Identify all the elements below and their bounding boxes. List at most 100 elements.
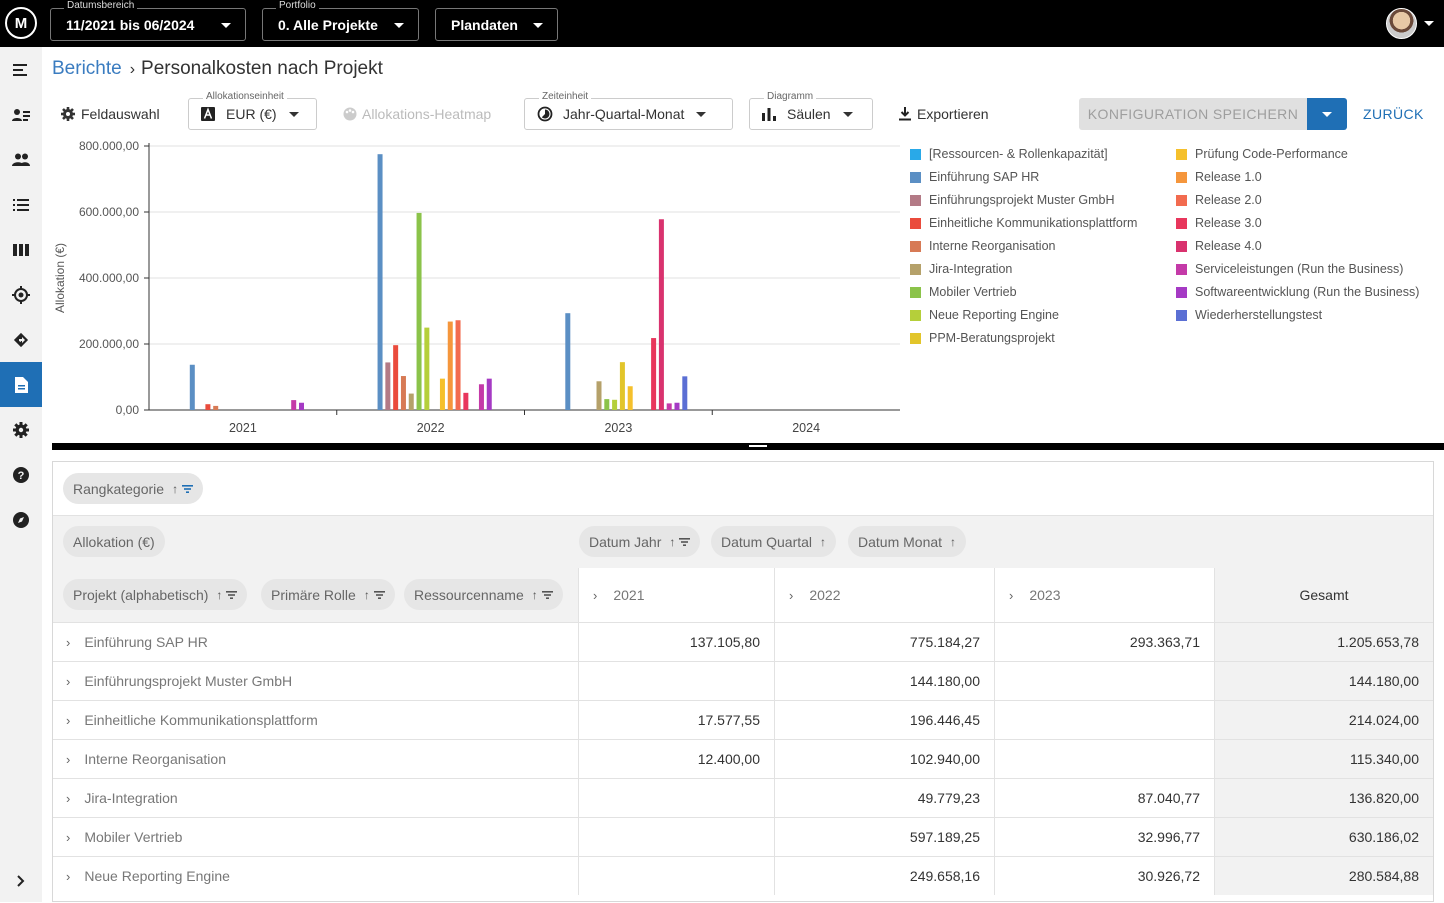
legend-item[interactable]: Jira-Integration xyxy=(910,261,1012,277)
expand-chevron-icon[interactable]: › xyxy=(1009,587,1014,603)
allocation-unit-select[interactable]: Allokationseinheit EUR (€) xyxy=(188,91,317,130)
sort-ascending-icon[interactable]: ↑ xyxy=(669,534,676,549)
filter-icon[interactable] xyxy=(226,590,238,599)
row-header[interactable]: › Interne Reorganisation xyxy=(53,740,578,778)
column-header-2023[interactable]: › 2023 xyxy=(994,568,1214,622)
save-config-dropdown[interactable] xyxy=(1307,98,1347,130)
legend-item[interactable]: Release 1.0 xyxy=(1176,169,1262,185)
sidebar-item-reports[interactable] xyxy=(0,362,42,407)
legend-swatch xyxy=(1176,263,1187,275)
breadcrumb-separator-icon: › xyxy=(129,61,136,78)
drag-handle-icon[interactable] xyxy=(749,445,767,447)
table-row[interactable]: › Neue Reporting Engine 249.658,16 30.926,7… xyxy=(53,856,1433,895)
legend-item[interactable]: Release 4.0 xyxy=(1176,238,1262,254)
legend-item[interactable]: Mobiler Vertrieb xyxy=(910,284,1017,300)
heatmap-button[interactable]: Allokations-Heatmap xyxy=(343,98,491,130)
chip-projekt[interactable]: Projekt (alphabetisch) ↑ xyxy=(63,579,248,610)
expand-chevron-icon[interactable]: › xyxy=(789,587,794,603)
legend-item[interactable]: Prüfung Code-Performance xyxy=(1176,146,1348,162)
expand-chevron-icon[interactable]: › xyxy=(593,587,598,603)
time-unit-select[interactable]: Zeiteinheit Jahr-Quartal-Monat xyxy=(524,91,733,130)
sort-ascending-icon[interactable]: ↑ xyxy=(363,587,370,602)
sidebar-item-resources[interactable] xyxy=(0,92,42,137)
column-header-2022[interactable]: › 2022 xyxy=(774,568,994,622)
table-row[interactable]: › Jira-Integration 49.779,23 87.040,77 136.8… xyxy=(53,778,1433,817)
portfolio-select[interactable]: Portfolio 0. Alle Projekte xyxy=(262,0,419,41)
legend-item[interactable]: Einführung SAP HR xyxy=(910,169,1039,185)
app-logo[interactable]: M xyxy=(5,7,37,39)
export-label: Exportieren xyxy=(917,106,989,122)
table-row[interactable]: › Einführung SAP HR 137.105,80 775.184,27 29… xyxy=(53,622,1433,661)
table-row[interactable]: › Einheitliche Kommunikationsplattform 17.… xyxy=(53,700,1433,739)
save-config-button[interactable]: KONFIGURATION SPEICHERN xyxy=(1079,98,1307,130)
sidebar-item-targets[interactable] xyxy=(0,272,42,317)
split-divider[interactable] xyxy=(52,443,1444,450)
bar xyxy=(189,364,195,410)
expand-chevron-icon[interactable]: › xyxy=(66,634,71,650)
sidebar-item-settings[interactable] xyxy=(0,407,42,452)
legend-item[interactable]: Release 3.0 xyxy=(1176,215,1262,231)
chip-primaere-rolle[interactable]: Primäre Rolle ↑ xyxy=(261,579,395,610)
export-button[interactable]: Exportieren xyxy=(899,98,989,130)
expand-chevron-icon[interactable]: › xyxy=(66,829,71,845)
expand-chevron-icon[interactable]: › xyxy=(66,712,71,728)
sort-ascending-icon[interactable]: ↑ xyxy=(531,587,538,602)
data-mode-select[interactable]: Plandaten xyxy=(435,8,558,41)
expand-chevron-icon[interactable]: › xyxy=(66,868,71,884)
chip-datum-quartal[interactable]: Datum Quartal ↑ xyxy=(711,526,837,557)
table-row[interactable]: › Einführungsprojekt Muster GmbH 144.180,0… xyxy=(53,661,1433,700)
legend-item[interactable]: [Ressourcen- & Rollenkapazität] xyxy=(910,146,1108,162)
legend-item[interactable]: Einführungsprojekt Muster GmbH xyxy=(910,192,1115,208)
expand-chevron-icon[interactable]: › xyxy=(66,790,71,806)
legend-item[interactable]: Wiederherstellungstest xyxy=(1176,307,1322,323)
expand-chevron-icon[interactable]: › xyxy=(66,751,71,767)
sidebar-item-help[interactable]: ? xyxy=(0,452,42,497)
chip-ressourcenname[interactable]: Ressourcenname ↑ xyxy=(404,579,563,610)
row-header[interactable]: › Mobiler Vertrieb xyxy=(53,818,578,856)
chip-allokation[interactable]: Allokation (€) xyxy=(63,526,165,557)
chip-datum-jahr[interactable]: Datum Jahr ↑ xyxy=(579,526,701,557)
sidebar-item-board[interactable] xyxy=(0,227,42,272)
table-row[interactable]: › Interne Reorganisation 12.400,00 102.940,… xyxy=(53,739,1433,778)
user-menu-caret-icon[interactable] xyxy=(1424,21,1434,26)
sidebar-item-roadmap[interactable] xyxy=(0,317,42,362)
back-button[interactable]: ZURÜCK xyxy=(1363,106,1424,122)
row-header[interactable]: › Neue Reporting Engine xyxy=(53,857,578,895)
row-header[interactable]: › Einführungsprojekt Muster GmbH xyxy=(53,662,578,700)
legend-item[interactable]: Interne Reorganisation xyxy=(910,238,1055,254)
sort-ascending-icon[interactable]: ↑ xyxy=(820,534,827,549)
chip-datum-monat[interactable]: Datum Monat ↑ xyxy=(848,526,967,557)
user-avatar[interactable] xyxy=(1386,8,1417,39)
sidebar-expand[interactable] xyxy=(0,858,42,903)
column-header-2021[interactable]: › 2021 xyxy=(578,568,774,622)
expand-chevron-icon[interactable]: › xyxy=(66,673,71,689)
legend-item[interactable]: Serviceleistungen (Run the Business) xyxy=(1176,261,1403,277)
legend-item[interactable]: Einheitliche Kommunikationsplattform xyxy=(910,215,1137,231)
breadcrumb-link-reports[interactable]: Berichte xyxy=(52,58,122,79)
table-cell xyxy=(578,857,774,895)
sidebar-item-menu[interactable] xyxy=(0,47,42,92)
sort-ascending-icon[interactable]: ↑ xyxy=(216,587,223,602)
filter-icon[interactable] xyxy=(679,537,691,546)
legend-item[interactable]: Release 2.0 xyxy=(1176,192,1262,208)
caret-down-icon xyxy=(288,111,299,117)
chart-type-select[interactable]: Diagramm Säulen xyxy=(749,91,873,130)
filter-icon[interactable] xyxy=(541,590,553,599)
sidebar-item-list[interactable] xyxy=(0,182,42,227)
row-header[interactable]: › Einführung SAP HR xyxy=(53,623,578,661)
filter-icon[interactable] xyxy=(182,484,194,493)
row-header[interactable]: › Jira-Integration xyxy=(53,779,578,817)
table-row[interactable]: › Mobiler Vertrieb 597.189,25 32.996,77 630.… xyxy=(53,817,1433,856)
legend-item[interactable]: PPM-Beratungsprojekt xyxy=(910,330,1055,346)
date-range-select[interactable]: Datumsbereich 11/2021 bis 06/2024 xyxy=(50,0,246,41)
chip-rangkategorie[interactable]: Rangkategorie ↑ xyxy=(63,473,204,504)
row-header[interactable]: › Einheitliche Kommunikationsplattform xyxy=(53,701,578,739)
sort-ascending-icon[interactable]: ↑ xyxy=(950,534,957,549)
sort-ascending-icon[interactable]: ↑ xyxy=(172,481,179,496)
legend-item[interactable]: Softwareentwicklung (Run the Business) xyxy=(1176,284,1419,300)
sidebar-item-teams[interactable] xyxy=(0,137,42,182)
sidebar-item-explore[interactable] xyxy=(0,497,42,542)
filter-icon[interactable] xyxy=(373,590,385,599)
field-selection-button[interactable]: Feldauswahl xyxy=(61,98,160,130)
legend-item[interactable]: Neue Reporting Engine xyxy=(910,307,1059,323)
